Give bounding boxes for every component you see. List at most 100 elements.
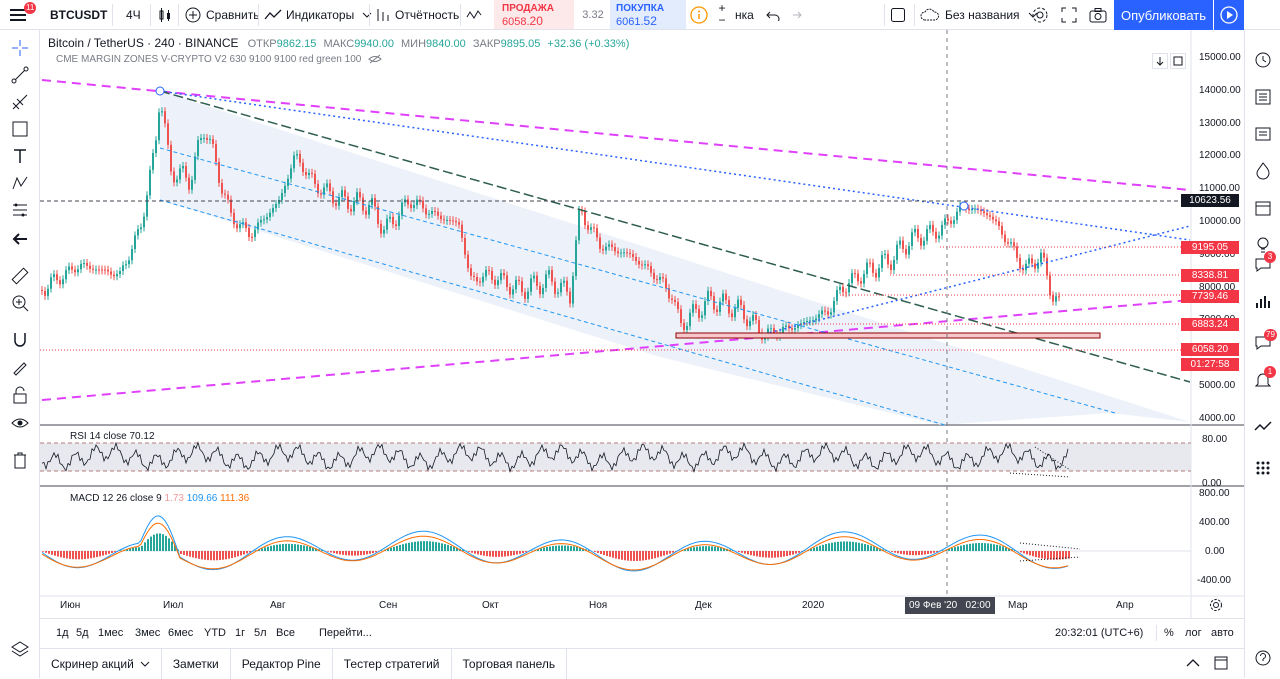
ruler-tool[interactable] xyxy=(10,266,30,286)
lock-tool[interactable] xyxy=(10,385,30,405)
candle-body xyxy=(614,247,616,251)
candle-body xyxy=(320,193,322,194)
lock-draw-tool[interactable] xyxy=(10,357,30,377)
alerts-widget[interactable]: 1 xyxy=(1253,370,1273,390)
tab-screener[interactable]: Скринер акций xyxy=(40,649,162,679)
compare-button[interactable]: Сравнить xyxy=(184,0,259,30)
goto-date-button[interactable]: Перейти... xyxy=(319,619,372,647)
delete-tool[interactable] xyxy=(10,450,30,470)
candle-body xyxy=(677,302,679,309)
macd-bar xyxy=(1002,546,1004,551)
macd-bar xyxy=(564,546,566,551)
range-button[interactable]: 5д xyxy=(76,619,89,647)
text-tool[interactable] xyxy=(10,146,30,166)
candle-body xyxy=(860,281,862,283)
macd-bar xyxy=(66,551,68,558)
range-button[interactable]: 1мес xyxy=(98,619,123,647)
percent-toggle[interactable]: % xyxy=(1164,619,1174,647)
tab-strategy-tester[interactable]: Тестер стратегий xyxy=(333,649,452,679)
macd-bar xyxy=(819,546,821,551)
log-toggle[interactable]: лог xyxy=(1185,619,1202,647)
macd-bar xyxy=(441,543,443,551)
hotlist-widget[interactable] xyxy=(1253,161,1273,181)
magnet-tool[interactable] xyxy=(10,330,30,350)
buy-button[interactable]: ПОКУПКА 6061.52 xyxy=(610,0,686,29)
crosshair-tool[interactable] xyxy=(10,38,30,58)
auto-toggle[interactable]: авто xyxy=(1211,619,1234,647)
quantity-stepper[interactable]: +− xyxy=(712,2,732,28)
range-button[interactable]: Все xyxy=(276,619,295,647)
range-button[interactable]: 3мес xyxy=(135,619,160,647)
collapse-button[interactable] xyxy=(1152,53,1168,69)
tab-pine-editor[interactable]: Редактор Pine xyxy=(231,649,333,679)
price-level-label: 9195.05 xyxy=(1181,241,1239,254)
publish-button[interactable]: Опубликовать xyxy=(1114,0,1213,30)
clock-label[interactable]: 20:32:01 (UTC+6) xyxy=(1055,619,1143,647)
interval-button[interactable]: 4Ч xyxy=(126,0,141,30)
fullscreen-button[interactable] xyxy=(1061,0,1077,30)
expand-panel-button[interactable] xyxy=(1186,657,1200,671)
trade-widget[interactable] xyxy=(1253,416,1273,436)
maximize-panel-button[interactable] xyxy=(1214,656,1228,673)
candle-body xyxy=(914,229,916,232)
redo-button[interactable] xyxy=(788,0,802,30)
layout-grid-button[interactable] xyxy=(890,0,906,30)
replay-button[interactable] xyxy=(1214,0,1244,30)
price-axis-tick: 10000.00 xyxy=(1199,216,1241,227)
streams-widget[interactable] xyxy=(1253,292,1273,312)
trendline-tool[interactable] xyxy=(10,65,30,85)
watchlist-widget[interactable] xyxy=(1253,50,1273,70)
candle-body xyxy=(92,269,94,270)
settings-button[interactable] xyxy=(1031,0,1049,30)
alert-toolbar-button[interactable] xyxy=(466,0,482,30)
maximize-button[interactable] xyxy=(1170,53,1186,69)
macd-bar xyxy=(492,551,494,557)
candle-body xyxy=(644,264,646,265)
back-tool[interactable] xyxy=(10,229,30,249)
price-level-label: 7739.46 xyxy=(1181,290,1239,303)
pattern-tool[interactable] xyxy=(10,173,30,193)
price-chart[interactable] xyxy=(40,30,1244,618)
macd-bar xyxy=(546,547,548,551)
menu-button[interactable]: 11 xyxy=(10,0,28,30)
prediction-tool[interactable] xyxy=(10,200,30,220)
layout-name-button[interactable]: Без названия xyxy=(920,0,1038,30)
range-button[interactable]: 1д xyxy=(56,619,69,647)
details-widget[interactable] xyxy=(1253,87,1273,107)
sell-button[interactable]: ПРОДАЖА 6058.20 xyxy=(494,0,574,29)
help-widget[interactable] xyxy=(1253,648,1273,668)
info-button[interactable] xyxy=(690,0,708,30)
zoom-tool[interactable] xyxy=(10,293,30,313)
eye-off-icon[interactable] xyxy=(368,54,382,64)
chat-widget[interactable]: 3 xyxy=(1253,255,1273,275)
candle-body xyxy=(452,220,454,221)
drawing-toolbar xyxy=(0,30,40,678)
axis-settings-button[interactable] xyxy=(1209,598,1223,615)
report-button[interactable]: Отчётность xyxy=(375,0,459,30)
shape-tool[interactable] xyxy=(10,119,30,139)
messages-widget[interactable]: 79 xyxy=(1253,333,1273,353)
tab-notes[interactable]: Заметки xyxy=(162,649,231,679)
candle-body xyxy=(524,292,526,299)
range-button[interactable]: YTD xyxy=(204,619,226,647)
calendar-widget[interactable] xyxy=(1253,198,1273,218)
fib-tool[interactable] xyxy=(10,92,30,112)
candle-body xyxy=(950,221,952,224)
chart-type-button[interactable] xyxy=(157,0,173,30)
candle-body xyxy=(539,286,541,294)
visibility-tool[interactable] xyxy=(10,413,30,433)
candle-body xyxy=(143,217,145,228)
apps-widget[interactable] xyxy=(1253,458,1273,478)
candle-body xyxy=(500,273,502,280)
range-button[interactable]: 5л xyxy=(254,619,267,647)
snapshot-button[interactable] xyxy=(1089,0,1107,30)
symbol-search[interactable]: BTCUSDT xyxy=(50,0,107,30)
news-widget[interactable] xyxy=(1253,124,1273,144)
candle-body xyxy=(518,280,520,281)
undo-button[interactable] xyxy=(766,0,780,30)
range-button[interactable]: 1г xyxy=(235,619,245,647)
range-button[interactable]: 6мес xyxy=(168,619,193,647)
tab-trading-panel[interactable]: Торговая панель xyxy=(452,649,568,679)
indicators-button[interactable]: Индикаторы xyxy=(264,0,372,30)
object-tree-tool[interactable] xyxy=(10,639,30,659)
